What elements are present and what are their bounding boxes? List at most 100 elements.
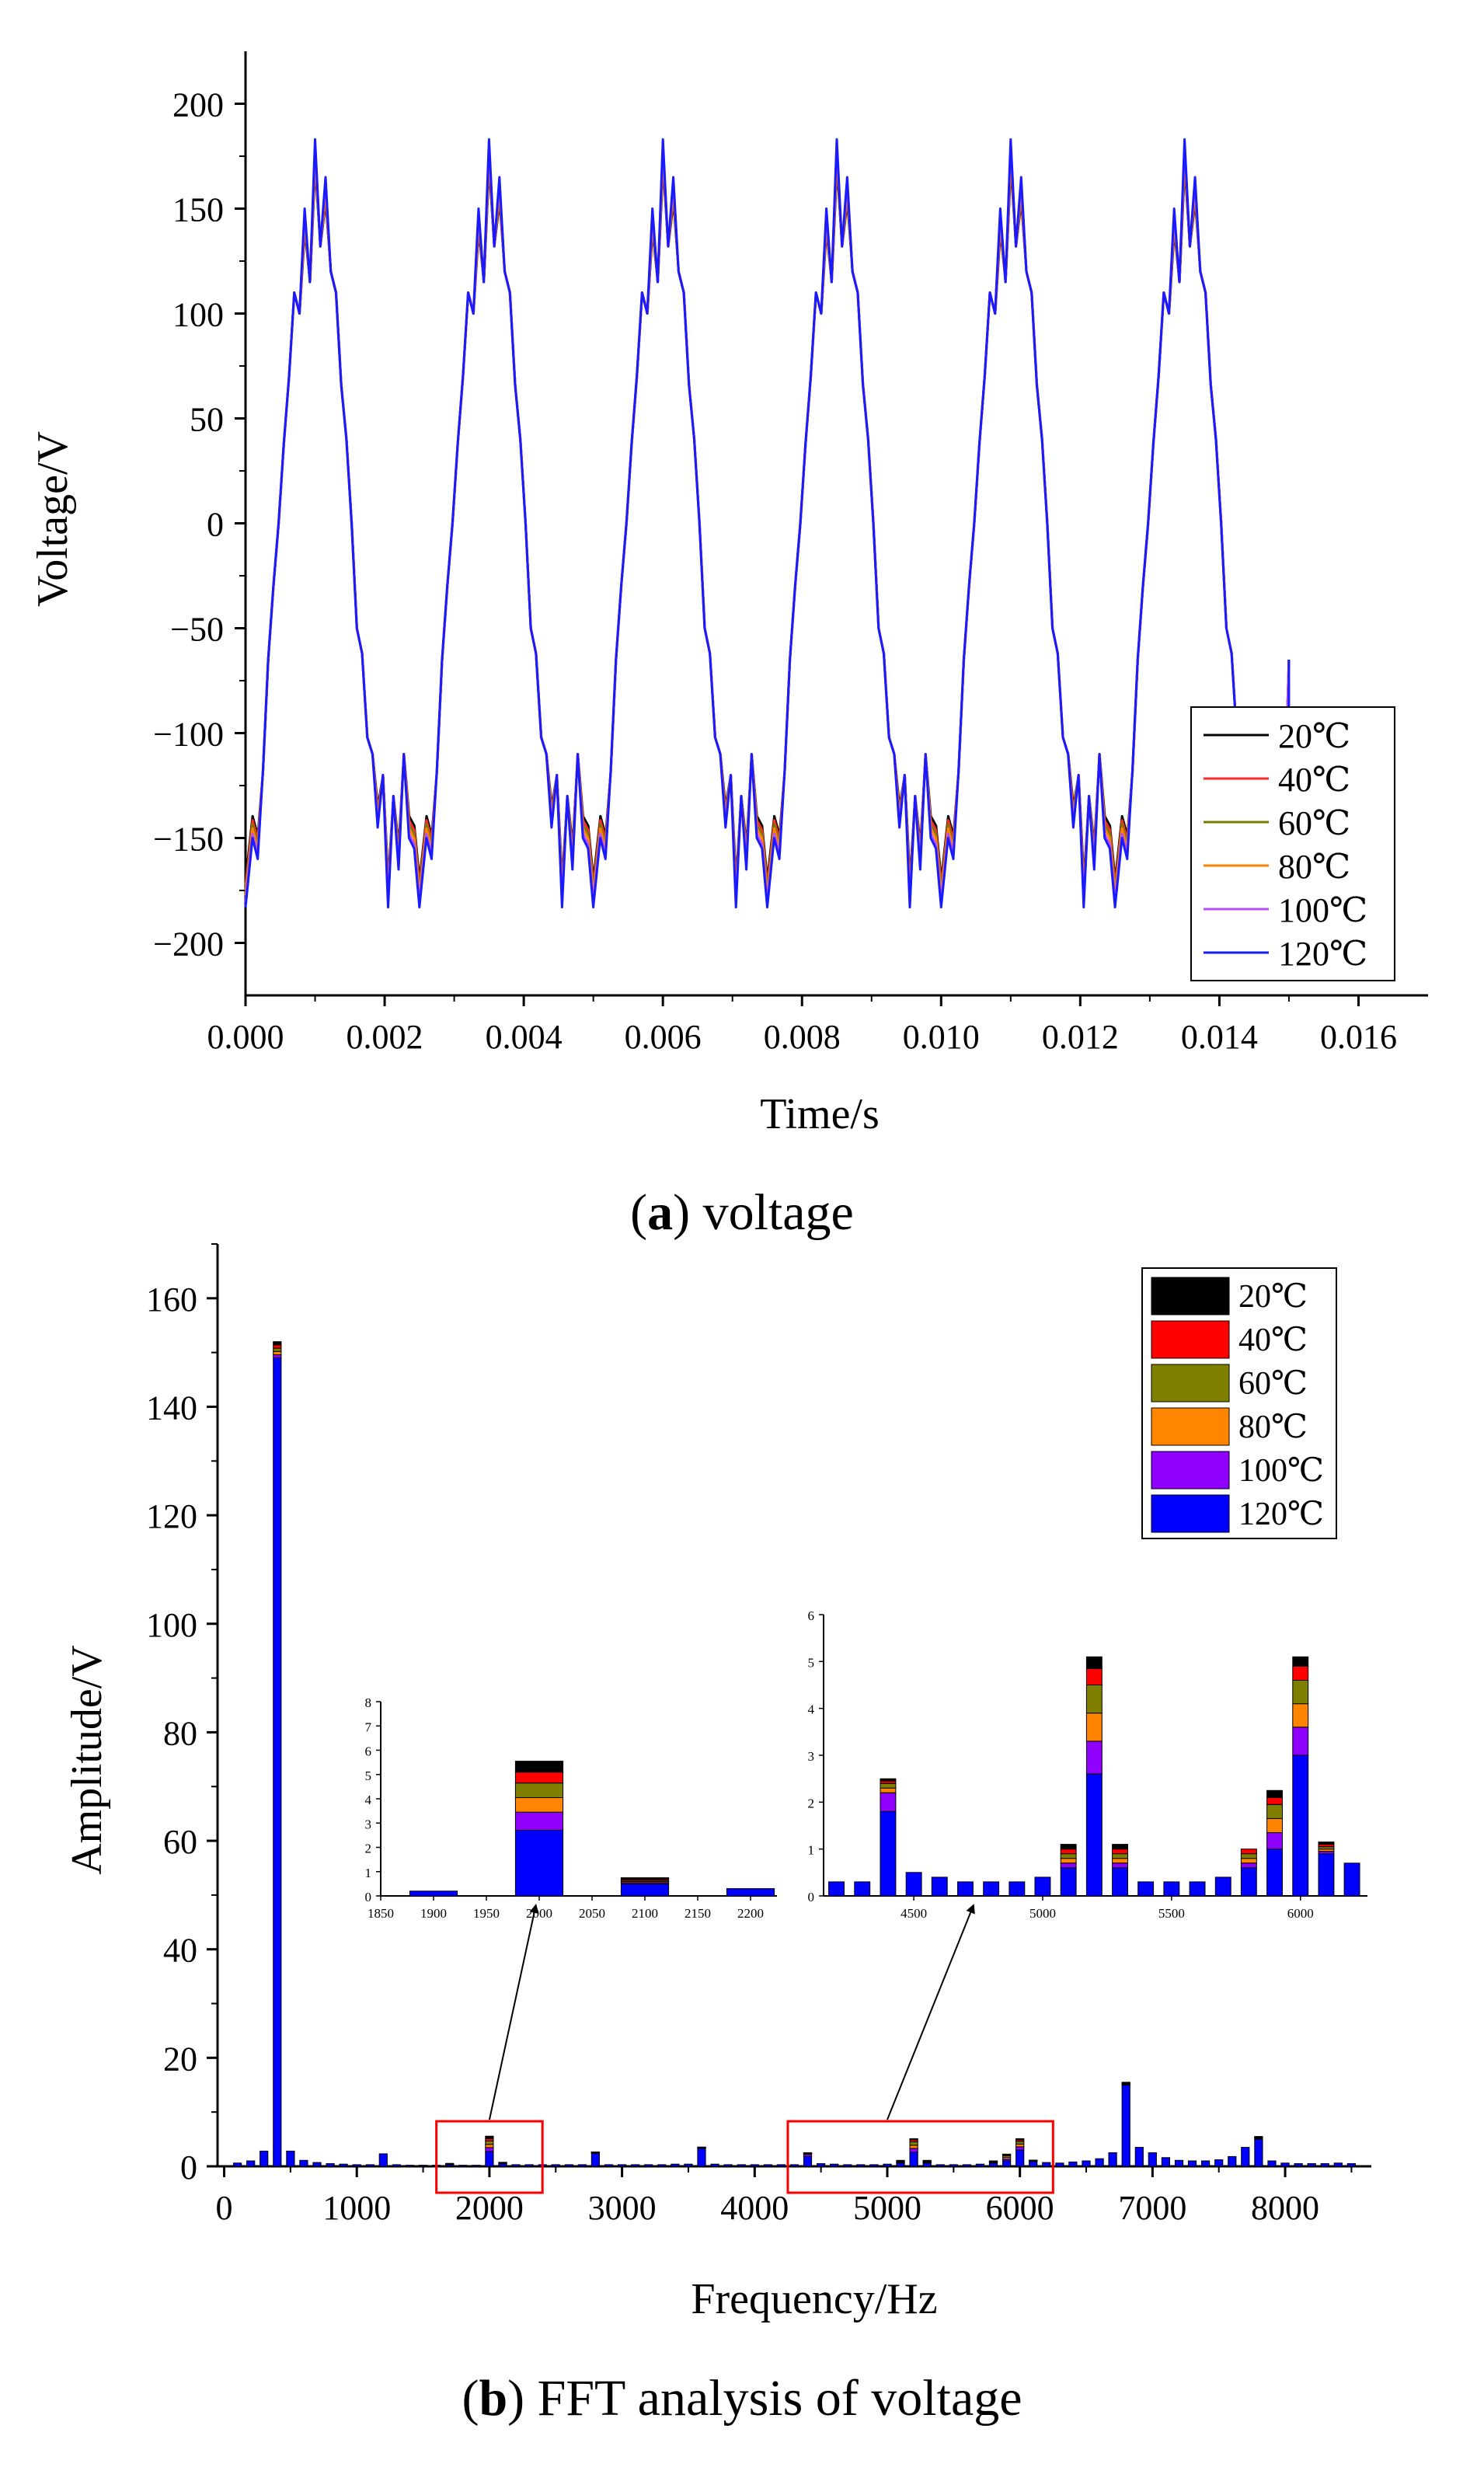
voltage-legend-label: 60℃ <box>1278 804 1350 842</box>
inset-x-tick-label: 2150 <box>685 1906 711 1921</box>
fft-x-tick-label: 6000 <box>986 2189 1054 2227</box>
voltage-y-tick-label: 100 <box>172 296 224 334</box>
fft-legend: 20℃ 40℃ 60℃ 80℃ 100℃ 120℃ <box>1141 1267 1337 1539</box>
inset-bar-segment <box>1137 1881 1155 1897</box>
fft-bar-segment <box>697 2146 706 2148</box>
inset-bar-segment <box>1292 1754 1309 1897</box>
inset-bar-segment <box>880 1792 897 1812</box>
inset-y-tick-label: 6 <box>365 1744 372 1759</box>
fft-bar-segment <box>339 2163 348 2167</box>
fft-bar-segment <box>392 2164 401 2167</box>
fft-bar-segment <box>564 2164 573 2167</box>
fft-bar-segment <box>789 2164 799 2167</box>
fft-bar-segment <box>604 2164 614 2167</box>
voltage-legend-label: 120℃ <box>1278 935 1367 973</box>
fft-bar-segment <box>1042 2162 1051 2167</box>
fft-zoom-highlight <box>435 2120 544 2194</box>
fft-bar-segment <box>273 1341 282 1346</box>
fft-bar-segment <box>1294 2163 1303 2167</box>
fft-bar-segment <box>883 2163 892 2167</box>
inset-x-tick-label: 5000 <box>1029 1906 1056 1921</box>
caption-b-close-paren: ) <box>507 2370 524 2427</box>
inset-y-tick-label: 2 <box>365 1842 372 1856</box>
voltage-x-tick-label: 0.012 <box>1042 1018 1119 1056</box>
fft-y-tick-label: 160 <box>146 1281 197 1319</box>
fft-y-tick-label: 80 <box>163 1714 197 1752</box>
inset-bar-segment <box>1266 1789 1283 1798</box>
inset-y-tick-label: 6 <box>808 1608 815 1623</box>
caption-b-text: FFT analysis of voltage <box>524 2370 1022 2427</box>
fft-bar-segment <box>975 2163 985 2167</box>
fft-bar-segment <box>684 2163 693 2167</box>
fft-bar-segment <box>1267 2160 1277 2167</box>
svg-text:(a) voltage: (a) voltage <box>630 1184 854 1241</box>
inset-bar-segment <box>1292 1665 1309 1681</box>
inset-x-tick-label: 4500 <box>901 1906 927 1921</box>
inset-bar-segment <box>1266 1832 1283 1850</box>
inset-y-tick-label: 2 <box>808 1796 815 1810</box>
inset-right: 0 1 2 3 4 5 6 4500 5000 5500 6000 <box>808 1608 1367 1921</box>
inset-bar-segment <box>1112 1858 1128 1864</box>
inset-bar-segment <box>514 1830 564 1897</box>
fft-y-tick-label: 120 <box>146 1497 197 1535</box>
voltage-x-axis-label: Time/s <box>760 1090 880 1138</box>
inset-y-tick-label: 0 <box>365 1890 372 1904</box>
inset-y-tick-label: 5 <box>365 1768 372 1783</box>
fft-bar-segment <box>590 2152 600 2153</box>
fft-legend-label: 80℃ <box>1238 1410 1308 1445</box>
voltage-chart: −200 −150 −100 −50 0 50 100 150 200 0.000 0.002 0.0… <box>29 51 1428 1138</box>
fft-bar-segment <box>750 2164 759 2167</box>
fft-bar-segment <box>1002 2153 1012 2155</box>
fft-x-tick-label: 5000 <box>853 2189 921 2227</box>
inset-x-tick-label: 5500 <box>1158 1906 1185 1921</box>
fft-bar-segment <box>352 2164 361 2167</box>
inset-bar-segment <box>1240 1853 1257 1859</box>
inset-y-tick-label: 4 <box>365 1793 372 1807</box>
fft-legend-label: 40℃ <box>1238 1322 1308 1358</box>
fft-bar-segment <box>485 2141 494 2145</box>
inset-bar-segment <box>514 1782 564 1798</box>
inset-bar-segment <box>1034 1876 1051 1897</box>
fft-bar-segment <box>1174 2159 1184 2167</box>
inset-bar-segment <box>957 1881 974 1897</box>
inset-bar-segment <box>1060 1853 1077 1859</box>
fft-bar-segment <box>644 2164 653 2167</box>
fft-bar-segment <box>498 2162 507 2163</box>
inset-bar-segment <box>880 1782 897 1789</box>
fft-bar-segment <box>909 2141 918 2146</box>
fft-bar-segment <box>260 2150 269 2167</box>
fft-bar-segment <box>1082 2160 1091 2167</box>
voltage-x-tick-label: 0.002 <box>347 1018 423 1056</box>
inset-bar-segment <box>1292 1727 1309 1756</box>
voltage-y-tick-label: −50 <box>170 611 224 649</box>
inset-bar-segment <box>1240 1863 1257 1869</box>
fft-bar-segment <box>1241 2147 1250 2167</box>
fft-bar-segment <box>843 2164 852 2167</box>
fft-bar-segment <box>485 2151 494 2167</box>
inset-bar-segment <box>1292 1703 1309 1728</box>
voltage-legend-label: 40℃ <box>1278 761 1350 799</box>
inset-bar-segment <box>931 1876 948 1897</box>
fft-bar-segment <box>909 2145 918 2149</box>
inset-bar-segment <box>1085 1685 1103 1714</box>
voltage-y-tick-label: 200 <box>172 86 224 124</box>
fft-bar-segment <box>922 2159 932 2162</box>
inset-bar-segment <box>1240 1867 1257 1897</box>
fft-bar-segment <box>710 2163 719 2167</box>
inset-x-tick-label: 2050 <box>579 1906 605 1921</box>
voltage-y-tick-label: 150 <box>172 191 224 229</box>
fft-y-tick-label: 0 <box>180 2148 197 2187</box>
fft-bar-segment <box>737 2164 746 2167</box>
fft-bar-segment <box>577 2164 587 2167</box>
inset-bar-segment <box>1240 1858 1257 1864</box>
inset-bar-segment <box>514 1811 564 1831</box>
inset-bar-segment <box>1060 1849 1077 1855</box>
inset-bar-segment <box>854 1881 871 1897</box>
inset-bar-segment <box>1214 1876 1231 1897</box>
fft-legend-label: 100℃ <box>1238 1453 1324 1489</box>
inset-bar-segment <box>1240 1849 1257 1855</box>
caption-b-open-paren: ( <box>462 2370 479 2427</box>
